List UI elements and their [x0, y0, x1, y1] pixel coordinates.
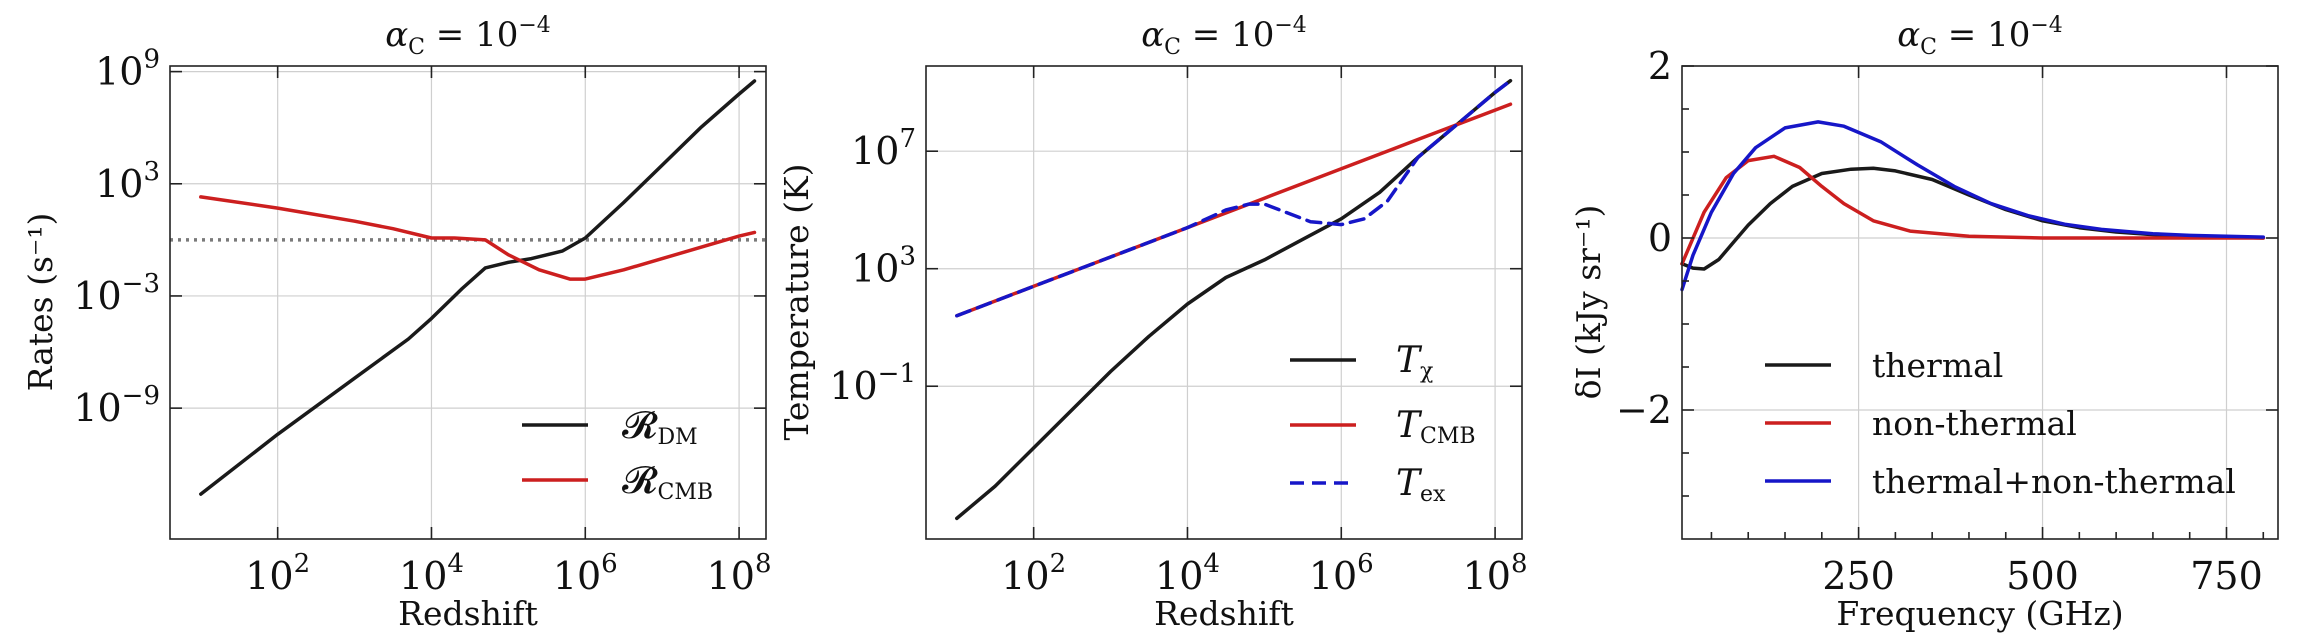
- legend-label-thermal: thermal: [1872, 346, 2003, 385]
- y-axis-label: Rates (s⁻¹): [21, 213, 60, 392]
- y-axis-label: Temperature (K): [777, 163, 816, 440]
- chart-title: αC = 10−4: [385, 13, 551, 60]
- series-line-non-thermal: [1680, 154, 2266, 266]
- y-tick-label: 103: [851, 242, 916, 291]
- chart-title: αC = 10−4: [1897, 13, 2063, 60]
- legend-label-nonthermal: non-thermal: [1872, 404, 2077, 443]
- plot-frame: [1681, 65, 2279, 540]
- y-tick-label: 107: [851, 124, 916, 173]
- panel-rates: 102 104 106 108 109 103 10−3 10−9 αC = 10−4 Red…: [21, 13, 772, 633]
- x-tick-label: 104: [1155, 549, 1220, 598]
- x-tick-label: 106: [1309, 549, 1374, 598]
- legend: Tχ TCMB Tex: [1290, 340, 1476, 507]
- legend-label-tcmb: TCMB: [1396, 405, 1476, 449]
- x-tick-label: 750: [2190, 554, 2263, 598]
- x-axis-label: Redshift: [1154, 594, 1294, 633]
- plot-frame: [169, 65, 767, 540]
- y-tick-label: 2: [1648, 44, 1672, 88]
- y-tick-label: −2: [1616, 388, 1672, 432]
- x-tick-label: 250: [1822, 554, 1895, 598]
- legend: thermal non-thermal thermal+non-thermal: [1765, 346, 2236, 501]
- y-tick-label: 109: [95, 45, 160, 94]
- x-tick-label: 102: [245, 549, 310, 598]
- panel-temperature: 102 104 106 108 107 103 10−1 αC = 10−4 Redshif…: [777, 13, 1528, 633]
- series-line-thermal-non-thermal: [1680, 120, 2266, 292]
- x-tick-label: 108: [1463, 549, 1528, 598]
- x-axis-label: Redshift: [398, 594, 538, 633]
- x-axis-label: Frequency (GHz): [1836, 594, 2123, 633]
- x-tick-label: 102: [1001, 549, 1066, 598]
- legend-label-rdm: 𝓡DM: [622, 403, 698, 450]
- x-tick-label: 106: [553, 549, 618, 598]
- y-tick-label: 10−9: [73, 381, 160, 430]
- y-tick-label: 0: [1648, 216, 1672, 260]
- legend: 𝓡DM 𝓡CMB: [522, 403, 713, 505]
- y-tick-label: 103: [95, 157, 160, 206]
- legend-label-tex: Tex: [1396, 463, 1446, 507]
- y-axis-label: δI (kJy sr⁻¹): [1569, 205, 1608, 400]
- series-line-t-chi: [955, 78, 1513, 521]
- x-tick-label: 500: [2006, 554, 2079, 598]
- series-line-thermal: [1680, 166, 2266, 271]
- y-tick-label: 10−3: [73, 269, 160, 318]
- series-line-t-ex: [955, 78, 1513, 318]
- legend-label-tchi: Tχ: [1396, 340, 1433, 384]
- legend-label-rcmb: 𝓡CMB: [622, 458, 713, 505]
- series-line-r-cmb: [199, 195, 757, 281]
- x-tick-label: 108: [707, 549, 772, 598]
- x-tick-label: 104: [399, 549, 464, 598]
- plot-frame: [925, 65, 1523, 540]
- legend-label-combined: thermal+non-thermal: [1872, 462, 2236, 501]
- chart-title: αC = 10−4: [1141, 13, 1307, 60]
- y-tick-label: 10−1: [829, 359, 916, 408]
